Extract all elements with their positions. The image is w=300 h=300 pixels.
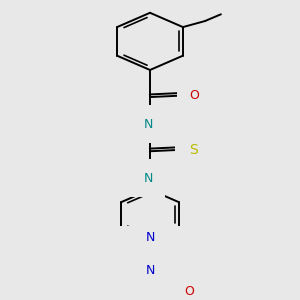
- Text: N: N: [143, 118, 153, 131]
- Text: N: N: [143, 172, 153, 185]
- Text: O: O: [184, 286, 194, 298]
- Text: N: N: [145, 231, 155, 244]
- Text: S: S: [189, 143, 197, 157]
- Text: N: N: [145, 264, 155, 278]
- Text: O: O: [189, 89, 199, 102]
- Text: H: H: [131, 118, 141, 131]
- Text: H: H: [131, 172, 141, 185]
